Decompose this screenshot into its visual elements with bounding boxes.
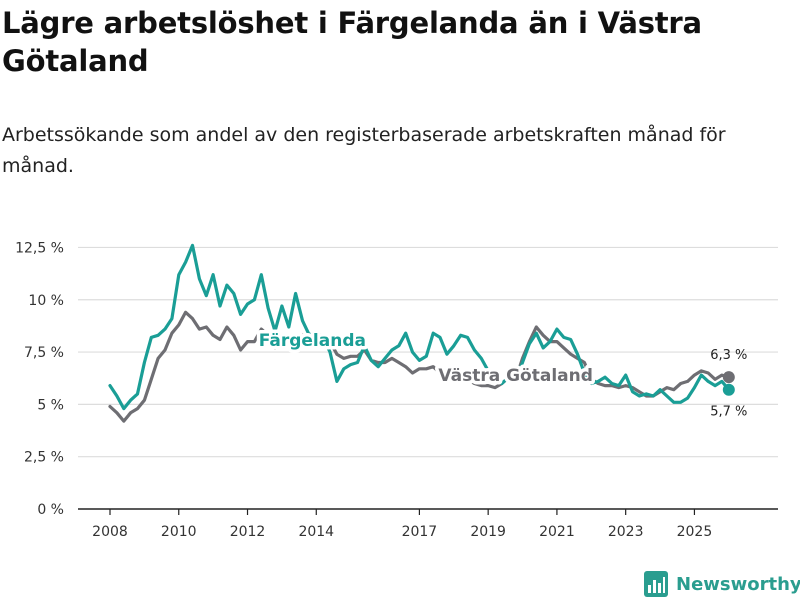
x-tick-label: 2014: [298, 524, 334, 540]
x-tick-label: 2025: [677, 524, 713, 540]
end-point-fargelanda: [722, 383, 735, 396]
series-label-fargelanda: Färgelanda: [259, 331, 366, 351]
x-tick-label: 2017: [402, 524, 438, 540]
series-line-fargelanda: [108, 243, 731, 411]
end-label-fargelanda: 5,7 %: [710, 405, 747, 420]
y-tick-label: 12,5 %: [15, 240, 64, 256]
chart-title: Lägre arbetslöshet i Färgelanda än i Väs…: [2, 6, 702, 78]
y-tick-label: 0 %: [37, 502, 64, 518]
y-tick-label: 2,5 %: [24, 450, 64, 466]
series-lines: [108, 243, 735, 423]
end-point-vastra-gotaland: [722, 371, 735, 384]
x-tick-label: 2010: [161, 524, 197, 540]
x-tick-label: 2012: [230, 524, 266, 540]
axes: 0 % 2,5 % 5 % 7,5 % 10 % 12,5 % 2008 2010 2012 20…: [15, 240, 778, 540]
y-tick-label: 5 %: [37, 397, 64, 413]
x-tick-label: 2008: [92, 524, 128, 540]
brand-name: Newsworthy: [676, 573, 800, 595]
end-label-vastra-gotaland: 6,3 %: [710, 348, 747, 363]
y-tick-label: 7,5 %: [24, 345, 64, 361]
x-tick-label: 2023: [608, 524, 644, 540]
series-label-vastra-gotaland-halo: Västra Götaland: [438, 366, 593, 386]
series-label-vastra-gotaland: Västra Götaland: [438, 366, 593, 386]
y-tick-label: 10 %: [28, 293, 64, 309]
brand-logo[interactable]: Newsworthy: [644, 570, 800, 598]
x-tick-label: 2021: [539, 524, 575, 540]
series-label-fargelanda-halo: Färgelanda: [259, 331, 366, 351]
x-tick-label: 2019: [470, 524, 506, 540]
chart-subtitle: Arbetssökande som andel av den registerb…: [2, 124, 726, 177]
bar-chart-logo-icon: [644, 571, 668, 597]
series-line-vastra-gotaland: [108, 310, 731, 423]
